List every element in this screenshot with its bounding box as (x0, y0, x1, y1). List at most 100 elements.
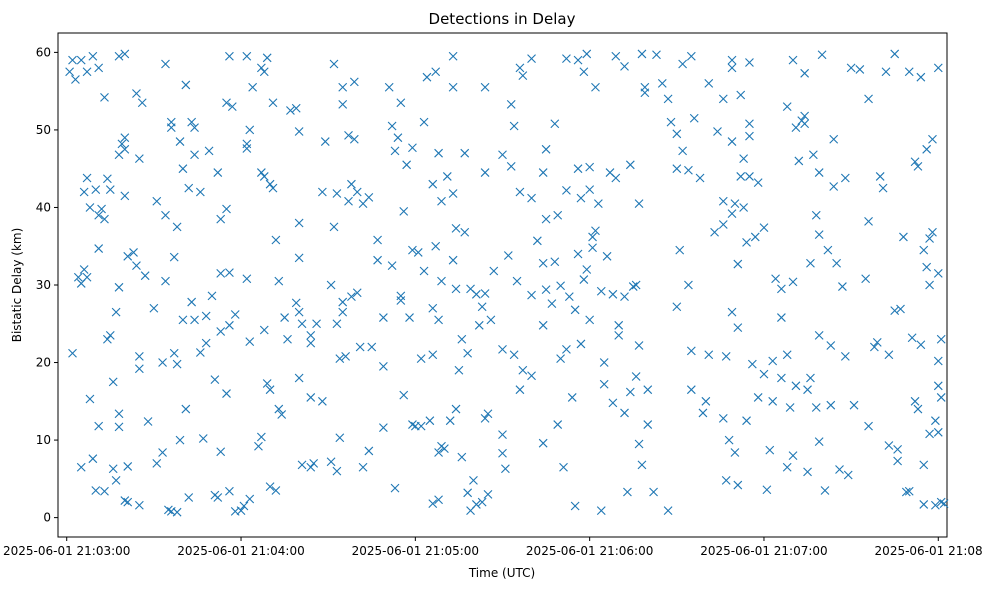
data-point (652, 50, 661, 60)
data-point (317, 187, 327, 197)
data-point (846, 63, 856, 73)
data-point (625, 160, 635, 170)
data-point (152, 458, 162, 468)
data-point (190, 315, 199, 325)
data-point (832, 258, 841, 268)
data-point (169, 252, 179, 262)
data-point (890, 49, 900, 59)
data-point (326, 280, 336, 290)
data-point (582, 49, 592, 59)
data-point (390, 483, 400, 493)
data-point (245, 337, 255, 346)
data-point (65, 67, 75, 77)
data-point (486, 315, 496, 325)
data-point (527, 193, 536, 203)
data-point (913, 404, 923, 414)
data-point (100, 214, 109, 224)
data-point (471, 289, 481, 299)
data-point (335, 433, 345, 443)
data-point (750, 232, 760, 242)
data-point (201, 311, 211, 321)
data-point (190, 123, 199, 132)
data-point (123, 251, 133, 261)
data-point (550, 119, 560, 129)
data-point (922, 144, 932, 154)
data-point (198, 434, 208, 443)
data-point (518, 71, 528, 81)
data-point (596, 286, 606, 296)
data-point (899, 232, 908, 242)
data-point (451, 224, 461, 233)
data-point (352, 187, 362, 197)
data-point (570, 305, 580, 315)
data-point (579, 67, 589, 77)
data-point (451, 404, 461, 414)
data-point (259, 325, 269, 335)
data-point (91, 185, 101, 195)
data-point (239, 501, 249, 511)
data-point (573, 55, 583, 65)
data-point (242, 139, 252, 149)
data-point (175, 435, 185, 445)
data-point (416, 354, 426, 364)
data-point (599, 379, 609, 389)
data-point (727, 137, 737, 146)
data-point (344, 130, 353, 140)
x-axis-ticks: 2025-06-01 21:03:00 2025-06-01 21:04:00 20… (3, 537, 984, 558)
data-point (434, 315, 443, 325)
data-point (82, 173, 92, 183)
data-point (222, 389, 231, 398)
data-point (916, 340, 926, 350)
data-point (585, 185, 595, 195)
data-point (419, 117, 429, 127)
data-point (102, 174, 112, 184)
data-point (753, 393, 763, 402)
data-point (649, 487, 658, 497)
data-point (498, 150, 507, 160)
data-point (579, 275, 589, 284)
data-point (907, 333, 917, 343)
data-point (79, 265, 89, 274)
data-point (172, 507, 182, 517)
data-point (814, 168, 824, 177)
data-point (777, 284, 786, 294)
data-point (611, 173, 621, 183)
data-point (623, 487, 632, 497)
data-point (216, 447, 226, 457)
data-point (588, 243, 597, 253)
data-point (123, 497, 133, 507)
data-point (916, 72, 926, 82)
data-point (91, 486, 101, 495)
data-point (823, 245, 833, 255)
data-point (442, 172, 452, 181)
data-point (538, 258, 548, 268)
data-point (463, 348, 473, 358)
data-point (506, 161, 516, 171)
data-point (184, 183, 194, 193)
data-point (111, 476, 121, 485)
data-point (718, 196, 728, 206)
data-point (94, 63, 104, 73)
data-point (329, 222, 339, 232)
data-point (811, 210, 821, 220)
data-point (518, 365, 528, 375)
data-point (875, 172, 885, 181)
data-point (79, 187, 89, 197)
data-point (181, 404, 191, 414)
data-point (538, 320, 548, 330)
data-point (88, 454, 98, 464)
data-point (541, 285, 551, 295)
y-tick-label: 10 (36, 433, 51, 447)
data-point (469, 476, 478, 485)
data-point (791, 123, 801, 132)
data-point (134, 500, 144, 510)
data-point (396, 98, 406, 108)
data-point (704, 79, 714, 88)
data-point (306, 338, 316, 348)
data-point (213, 493, 223, 502)
data-point (216, 214, 226, 224)
data-point (928, 227, 937, 237)
data-point (457, 334, 467, 344)
data-point (930, 500, 940, 510)
data-point (274, 404, 284, 414)
